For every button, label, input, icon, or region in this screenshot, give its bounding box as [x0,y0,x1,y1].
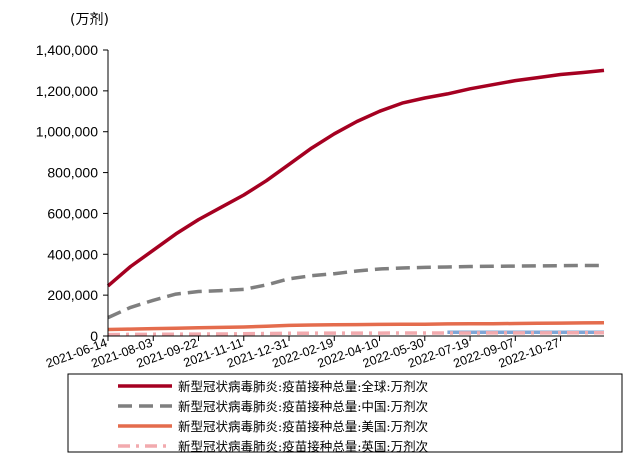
legend-box [67,373,623,453]
x-axis-ticks: 2021-06-142021-08-032021-09-222021-11-11… [44,336,561,371]
series-line [106,68,605,288]
y-tick-label: 200,000 [47,287,98,303]
y-tick-label: 1,000,000 [36,124,98,140]
legend-label: 新型冠状病毒肺炎:疫苗接种总量:美国:万剂次 [178,419,428,434]
series-line [107,331,604,337]
y-unit-label: (万剂) [70,12,109,28]
series-line [107,263,604,320]
legend-label: 新型冠状病毒肺炎:疫苗接种总量:英国:万剂次 [178,439,428,453]
y-axis-ticks: 0 200,000 400,000 600,000 800,000 1,000,000 1,… [36,42,108,344]
legend-label: 新型冠状病毒肺炎:疫苗接种总量:全球:万剂次 [178,379,428,394]
legend-label: 新型冠状病毒肺炎:疫苗接种总量:中国:万剂次 [178,399,428,414]
legend: 新型冠状病毒肺炎:疫苗接种总量:全球:万剂次新型冠状病毒肺炎:疫苗接种总量:中国… [67,373,623,453]
series-lines [106,68,605,337]
y-tick-label: 1,400,000 [36,42,98,58]
series-line [107,320,605,332]
y-tick-label: 800,000 [47,165,98,181]
y-tick-label: 600,000 [47,205,98,221]
y-tick-label: 400,000 [47,246,98,262]
y-tick-label: 1,200,000 [36,83,98,99]
y-tick-label: 0 [90,328,98,344]
